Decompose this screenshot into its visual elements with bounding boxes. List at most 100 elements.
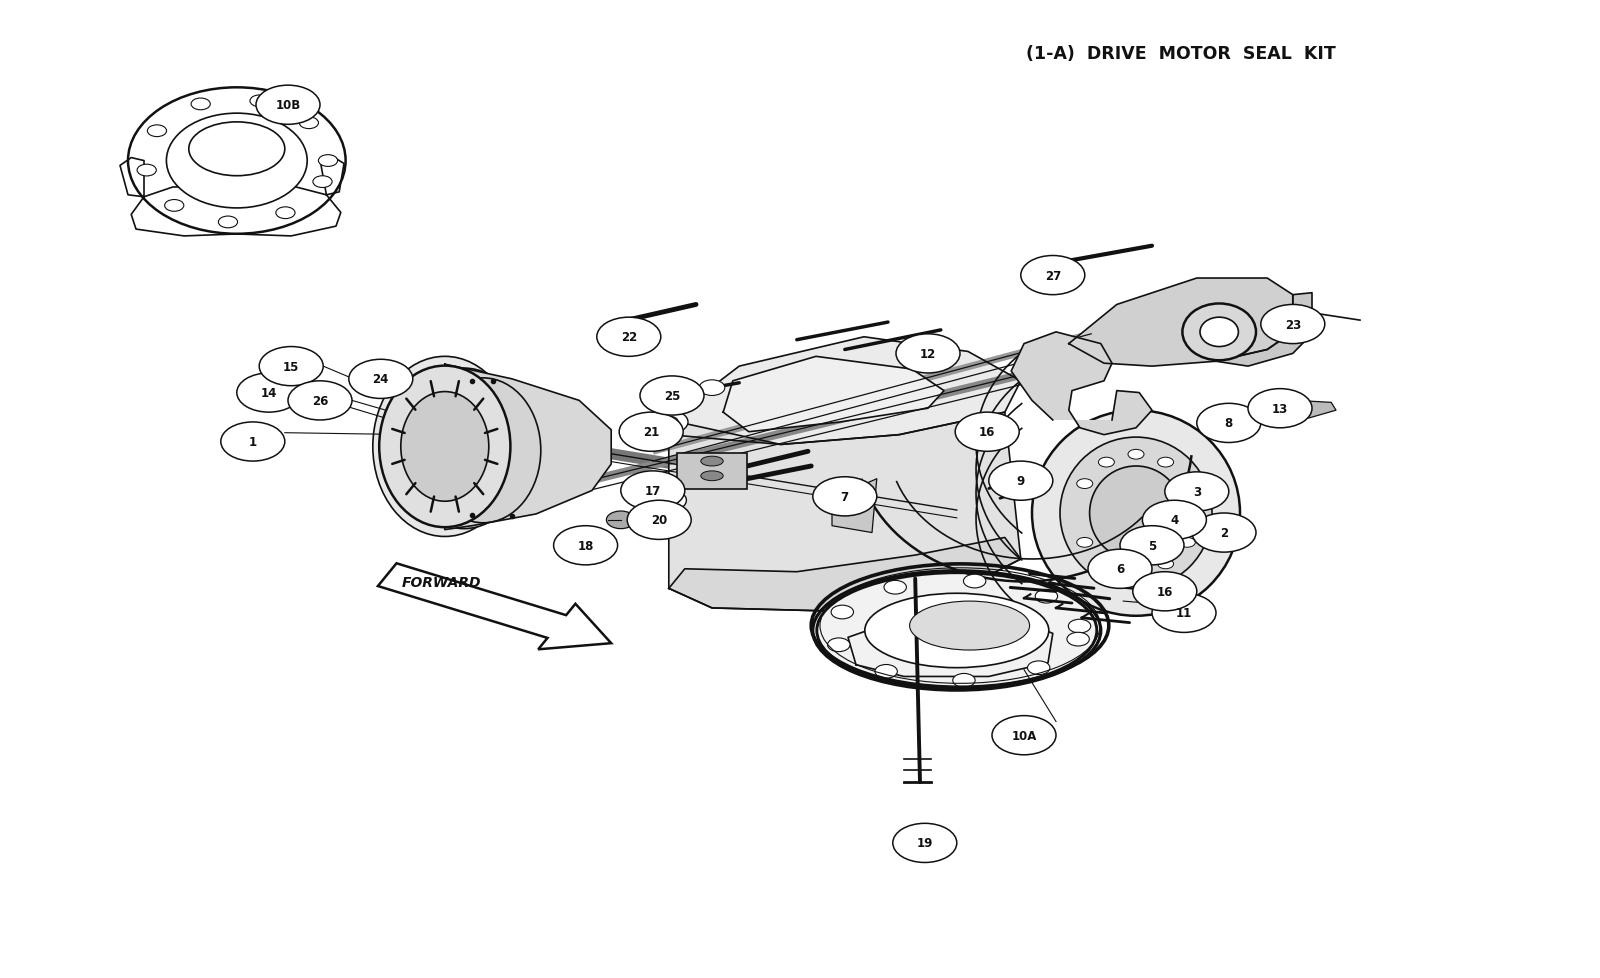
Circle shape [1027,661,1050,675]
Text: 4: 4 [1170,513,1179,527]
Text: 6: 6 [1115,562,1125,576]
Circle shape [893,823,957,863]
Text: 14: 14 [261,386,277,400]
Circle shape [259,347,323,386]
Text: 10A: 10A [1011,729,1037,742]
Circle shape [299,117,318,129]
Polygon shape [669,538,1021,611]
Circle shape [827,639,850,652]
Text: 24: 24 [373,373,389,386]
Circle shape [875,665,898,679]
Polygon shape [723,357,944,432]
Circle shape [1142,501,1206,540]
Circle shape [1248,389,1312,428]
Ellipse shape [816,573,1098,689]
Ellipse shape [1182,304,1256,361]
Circle shape [651,490,686,511]
Ellipse shape [189,123,285,177]
Text: 9: 9 [1016,474,1026,488]
Circle shape [621,471,685,511]
Circle shape [1120,526,1184,565]
Circle shape [896,334,960,374]
Text: 20: 20 [651,513,667,527]
Circle shape [1069,620,1091,634]
Ellipse shape [1090,467,1182,560]
Circle shape [1179,479,1195,489]
Ellipse shape [166,114,307,208]
Circle shape [349,360,413,399]
Circle shape [619,413,683,452]
Ellipse shape [402,392,490,502]
Text: 21: 21 [643,425,659,439]
Text: 25: 25 [664,389,680,403]
Circle shape [1261,305,1325,344]
Text: 23: 23 [1285,318,1301,332]
Ellipse shape [1059,437,1213,589]
Polygon shape [1216,293,1312,367]
Circle shape [830,605,853,619]
Circle shape [138,165,157,177]
Ellipse shape [701,471,723,481]
FancyArrow shape [378,563,611,649]
Circle shape [1077,479,1093,489]
Text: 12: 12 [920,347,936,361]
Polygon shape [131,188,341,237]
Circle shape [1192,513,1256,553]
Text: 2: 2 [1219,526,1229,540]
Circle shape [314,177,333,189]
Circle shape [1152,594,1216,633]
Ellipse shape [701,457,723,467]
Circle shape [1179,538,1195,548]
Circle shape [989,462,1053,501]
Text: 18: 18 [578,539,594,553]
Circle shape [218,217,237,229]
Circle shape [1021,256,1085,295]
Text: 17: 17 [645,484,661,498]
Text: 27: 27 [1045,269,1061,283]
Circle shape [318,156,338,167]
Ellipse shape [1235,412,1267,425]
FancyBboxPatch shape [677,454,747,489]
Circle shape [640,377,704,416]
Polygon shape [848,614,1053,677]
Circle shape [963,575,986,589]
Circle shape [813,477,877,516]
Circle shape [1067,633,1090,646]
Circle shape [650,411,688,434]
Circle shape [1133,572,1197,611]
Text: FORWARD: FORWARD [402,575,482,589]
Circle shape [190,99,210,111]
Text: 16: 16 [1157,585,1173,599]
Text: 8: 8 [1224,417,1234,430]
Circle shape [1128,450,1144,460]
Ellipse shape [909,601,1030,650]
Ellipse shape [379,366,510,528]
Circle shape [1099,559,1115,569]
Text: (1-A)  DRIVE  MOTOR  SEAL  KIT: (1-A) DRIVE MOTOR SEAL KIT [1026,45,1336,63]
Ellipse shape [864,594,1050,668]
Circle shape [250,96,269,108]
Text: 1: 1 [248,435,258,449]
Circle shape [256,86,320,125]
Circle shape [147,126,166,138]
Circle shape [221,422,285,462]
Circle shape [699,380,725,396]
Polygon shape [1069,279,1293,367]
Circle shape [952,674,974,688]
Polygon shape [832,479,877,533]
Polygon shape [320,156,344,196]
Circle shape [237,374,301,413]
Text: 10B: 10B [275,99,301,112]
Circle shape [288,381,352,421]
Circle shape [597,318,661,357]
Ellipse shape [373,357,517,537]
Text: 15: 15 [283,360,299,374]
Text: 19: 19 [917,836,933,850]
Circle shape [992,716,1056,755]
Text: 11: 11 [1176,606,1192,620]
Circle shape [1077,538,1093,548]
Ellipse shape [1200,318,1238,347]
Circle shape [955,413,1019,452]
Polygon shape [445,365,611,530]
Polygon shape [1011,333,1152,435]
